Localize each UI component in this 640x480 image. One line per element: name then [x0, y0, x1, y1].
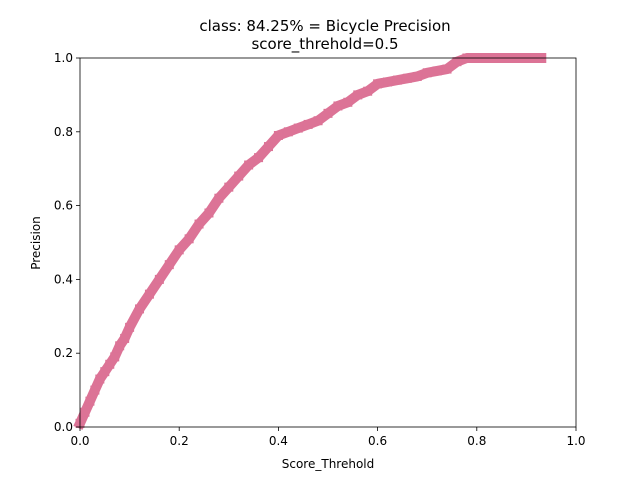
x-axis-ticks: 0.0 0.2 0.4 0.6 0.8 1.0	[70, 427, 586, 448]
precision-series-line	[73, 53, 547, 430]
data-point-marker	[80, 407, 90, 417]
data-point-marker	[184, 234, 194, 244]
data-point-marker	[402, 73, 412, 83]
x-tick-label: 0.8	[467, 434, 486, 448]
data-point-marker	[412, 71, 422, 81]
data-point-marker	[333, 101, 343, 111]
chart-title: class: 84.25% = Bicycle Precision	[199, 17, 450, 35]
chart-subtitle: score_threhold=0.5	[251, 35, 398, 54]
data-point-marker	[422, 68, 432, 78]
y-axis-label: Precision	[29, 216, 43, 270]
data-point-marker	[263, 142, 273, 152]
axes-frame	[79, 57, 577, 428]
data-point-marker	[214, 193, 224, 203]
data-point-marker	[353, 90, 363, 100]
data-point-marker	[303, 119, 313, 129]
data-point-marker	[442, 64, 452, 74]
data-point-marker	[154, 274, 164, 284]
data-point-marker	[273, 130, 283, 140]
x-tick-label: 0.6	[368, 434, 387, 448]
y-tick-label: 1.0	[54, 51, 73, 65]
data-point-marker	[105, 359, 115, 369]
series-layer	[73, 53, 547, 430]
data-point-marker	[100, 367, 110, 377]
data-point-marker	[293, 123, 303, 133]
y-tick-label: 0.8	[54, 125, 73, 139]
data-point-marker	[125, 322, 135, 332]
data-point-marker	[224, 182, 234, 192]
data-point-marker	[432, 66, 442, 76]
x-axis-label: Score_Threhold	[282, 457, 375, 471]
data-point-marker	[313, 116, 323, 126]
data-point-marker	[363, 86, 373, 96]
data-point-marker	[115, 341, 125, 351]
data-point-marker	[343, 97, 353, 107]
data-point-marker	[254, 153, 264, 163]
data-point-marker	[204, 208, 214, 218]
x-tick-label: 0.2	[170, 434, 189, 448]
plot-area	[73, 53, 547, 430]
data-point-marker	[135, 304, 145, 314]
data-point-marker	[244, 160, 254, 170]
data-point-marker	[323, 108, 333, 118]
data-point-marker	[120, 333, 130, 343]
data-point-marker	[234, 171, 244, 181]
x-tick-label: 1.0	[566, 434, 585, 448]
data-point-marker	[392, 75, 402, 85]
data-point-marker	[164, 260, 174, 270]
y-tick-label: 0.6	[54, 199, 73, 213]
x-tick-label: 0.0	[70, 434, 89, 448]
data-point-marker	[452, 57, 462, 67]
data-point-marker	[144, 289, 154, 299]
y-tick-label: 0.4	[54, 272, 73, 286]
data-point-marker	[95, 374, 105, 384]
data-point-marker	[383, 77, 393, 87]
data-point-marker	[373, 79, 383, 89]
data-point-marker	[85, 396, 95, 406]
y-tick-label: 0.2	[54, 346, 73, 360]
data-point-marker	[283, 127, 293, 137]
y-axis-ticks: 0.0 0.2 0.4 0.6 0.8 1.0	[54, 51, 80, 434]
y-tick-label: 0.0	[54, 420, 73, 434]
data-point-marker	[174, 245, 184, 255]
data-point-marker	[194, 219, 204, 229]
data-point-marker	[110, 352, 120, 362]
data-point-marker	[90, 385, 100, 395]
x-tick-label: 0.4	[269, 434, 288, 448]
